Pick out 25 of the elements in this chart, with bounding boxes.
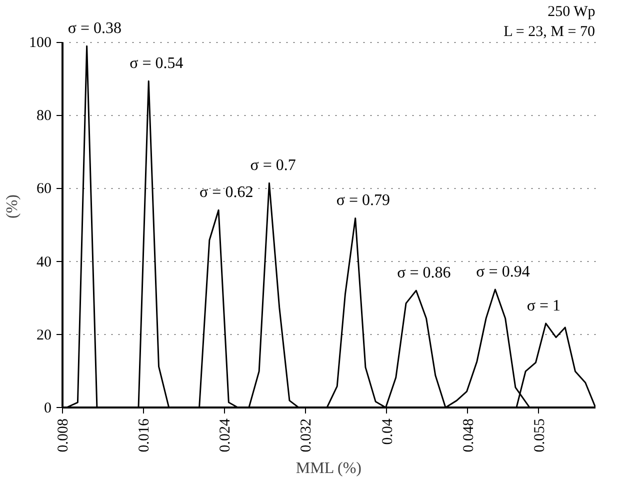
x-tick-label: 0.024 — [218, 418, 234, 452]
text: L = 23, M = 70 — [504, 24, 595, 40]
x-tick-label: 0.016 — [136, 418, 153, 452]
x-tick-label: 0.055 — [532, 418, 548, 452]
annotation: σ = 0.62 — [200, 184, 254, 202]
text: 250 Wp — [548, 4, 596, 20]
annotation: σ = 1 — [526, 297, 561, 314]
y-tick-label: 80 — [36, 108, 52, 124]
y-tick-label: 60 — [36, 181, 52, 198]
y-axis-title: (%) — [4, 194, 21, 218]
x-tick-label: 0.008 — [56, 418, 72, 452]
y-tick-label: 100 — [29, 35, 52, 52]
x-tick-label: 0.032 — [298, 418, 315, 452]
x-tick-label: 0.04 — [380, 418, 396, 445]
y-tick-label: 20 — [36, 327, 52, 344]
x-axis-title: MML (%) — [296, 460, 362, 478]
annotation: σ = 0.79 — [336, 192, 390, 210]
annotation: σ = 0.38 — [68, 20, 122, 38]
y-tick-label: 0 — [44, 400, 52, 416]
annotation: σ = 0.54 — [130, 55, 184, 72]
x-tick-label: 0.048 — [460, 418, 477, 452]
annotation: σ = 0.7 — [250, 157, 296, 174]
annotation: σ = 0.86 — [397, 264, 451, 282]
y-tick-label: 40 — [36, 254, 52, 270]
annotation: σ = 0.94 — [476, 263, 530, 280]
